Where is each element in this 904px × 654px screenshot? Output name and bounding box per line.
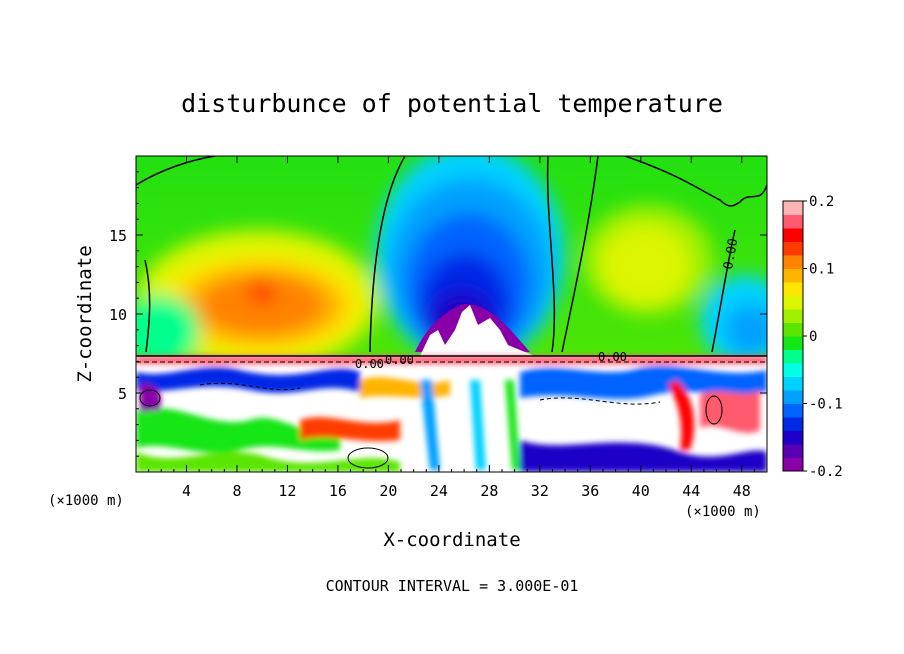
x-tick-label: 36 [581, 482, 599, 500]
colorbar-swatch [783, 255, 803, 269]
colorbar-tick-label: -0.1 [809, 397, 843, 413]
colorbar-swatch [783, 214, 803, 229]
x-tick-label: 20 [379, 482, 397, 500]
contour-interval-note: CONTOUR INTERVAL = 3.000E-01 [326, 577, 579, 595]
colorbar-swatch [783, 295, 803, 310]
lower-turbulent-layer [136, 356, 767, 472]
x-axis-ticks: 4 8 12 16 20 24 28 32 36 40 44 48 [148, 156, 755, 500]
x-tick-label: 32 [531, 482, 549, 500]
y-tick-label: 15 [109, 227, 127, 245]
colorbar-swatch [783, 268, 803, 283]
x-tick-label: 12 [278, 482, 296, 500]
y-tick-label: 10 [109, 306, 127, 324]
contour-label: 0.00 [721, 237, 741, 270]
colorbar-tick-label: 0 [809, 329, 817, 345]
contour-label: 0.00 [385, 353, 414, 367]
contour-label: 0.00 [598, 350, 627, 364]
contour-label: 0.00 [355, 357, 384, 371]
x-tick-label: 24 [430, 482, 448, 500]
colorbar-swatch [783, 363, 803, 377]
x-tick-label: 48 [733, 482, 751, 500]
colorbar-tick-label: 0.1 [809, 262, 834, 278]
y-tick-label: 5 [118, 385, 127, 403]
colorbar-swatch [783, 376, 803, 391]
x-axis-label: X-coordinate [383, 529, 520, 551]
colorbar-swatch [783, 444, 803, 458]
x-tick-label: 4 [182, 482, 191, 500]
colorbar-swatch [783, 282, 803, 296]
contour-lines [136, 156, 767, 469]
colorbar-swatch [783, 390, 803, 404]
colorbar-swatch [783, 201, 803, 215]
x-tick-label: 28 [480, 482, 498, 500]
x-unit-left: (×1000 m) [48, 493, 124, 509]
colorbar-swatch [783, 241, 803, 256]
colorbar-swatch [783, 403, 803, 418]
colorbar-swatch [783, 309, 803, 323]
colorbar-swatch [783, 336, 803, 350]
colorbar-tick-label: 0.2 [809, 194, 834, 210]
colorbar-swatch [783, 322, 803, 337]
colorbar-ticks: 0.2 0.1 0 -0.1 -0.2 [803, 194, 843, 480]
colorbar-swatch [783, 457, 803, 472]
y-axis-ticks: 5 10 15 [109, 171, 767, 457]
x-unit-right: (×1000 m) [685, 504, 761, 520]
x-tick-label: 40 [632, 482, 650, 500]
colorbar-swatch [783, 430, 803, 445]
colorbar-swatch [783, 228, 803, 242]
chart-title: disturbunce of potential temperature [181, 89, 723, 118]
x-tick-label: 44 [682, 482, 700, 500]
y-axis-label: Z-coordinate [74, 245, 96, 382]
colorbar-swatch [783, 349, 803, 364]
cold-peaks [420, 305, 535, 356]
x-tick-label: 16 [329, 482, 347, 500]
x-tick-label: 8 [232, 482, 241, 500]
colorbar-swatch [783, 417, 803, 431]
heatmap-field: 0.00 0.00 0.00 0.00 [136, 156, 767, 472]
colorbar-tick-label: -0.2 [809, 464, 843, 480]
colorbar [783, 201, 803, 472]
